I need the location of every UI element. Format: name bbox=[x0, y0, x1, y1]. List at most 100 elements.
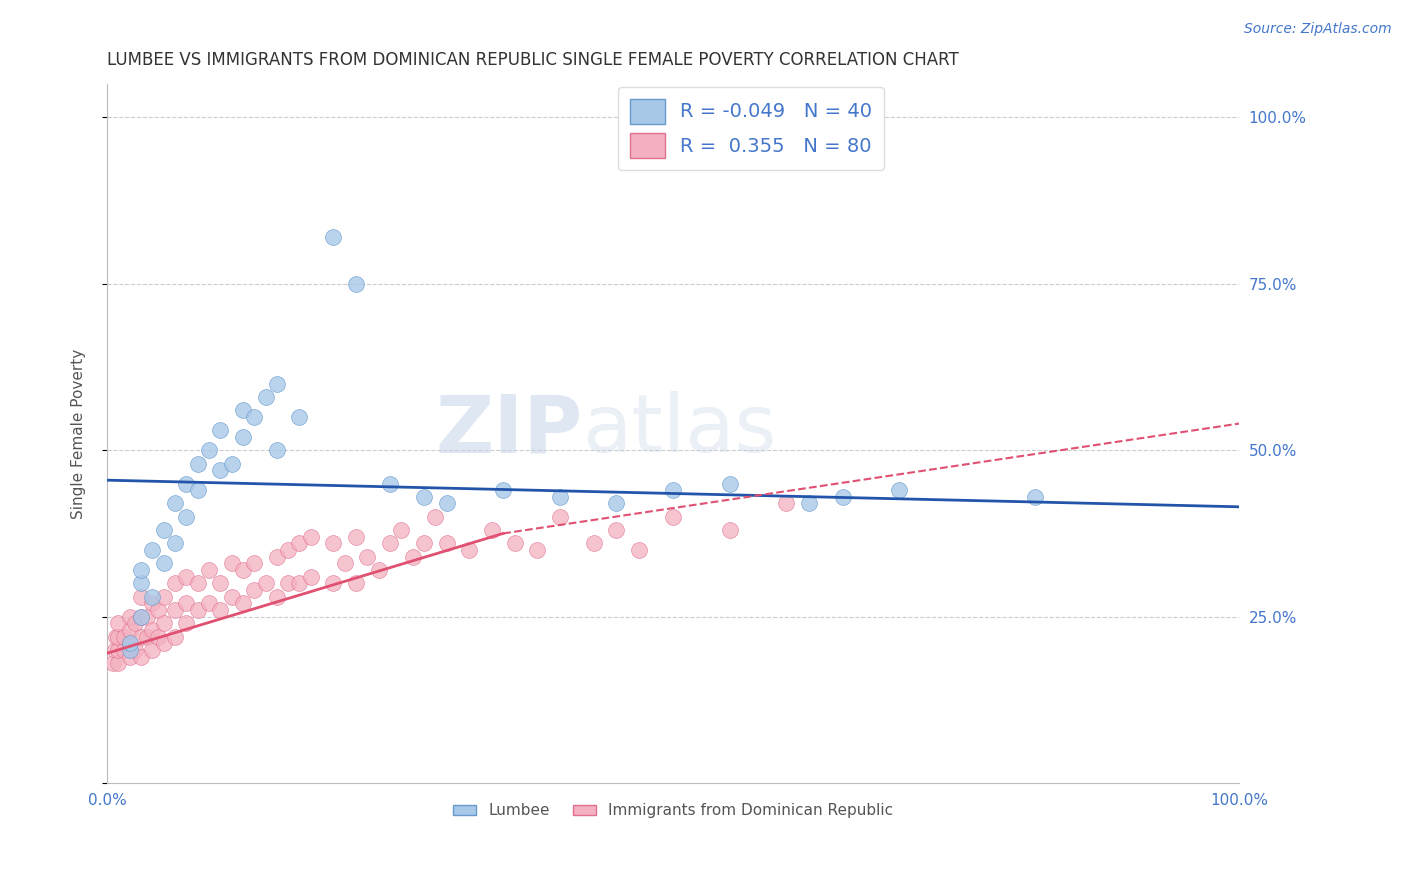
Point bbox=[288, 536, 311, 550]
Point bbox=[129, 649, 152, 664]
Point bbox=[333, 557, 356, 571]
Point bbox=[118, 623, 141, 637]
Point bbox=[135, 609, 157, 624]
Point bbox=[718, 523, 741, 537]
Point bbox=[254, 390, 277, 404]
Point bbox=[107, 657, 129, 671]
Point bbox=[662, 509, 685, 524]
Point bbox=[458, 543, 481, 558]
Point bbox=[232, 563, 254, 577]
Point bbox=[163, 603, 186, 617]
Point bbox=[135, 630, 157, 644]
Point bbox=[413, 490, 436, 504]
Point bbox=[141, 623, 163, 637]
Point bbox=[232, 403, 254, 417]
Point bbox=[299, 530, 322, 544]
Point bbox=[582, 536, 605, 550]
Point bbox=[163, 630, 186, 644]
Point bbox=[129, 630, 152, 644]
Point bbox=[163, 496, 186, 510]
Point bbox=[266, 590, 288, 604]
Point bbox=[105, 630, 128, 644]
Point bbox=[209, 423, 232, 437]
Point bbox=[221, 457, 243, 471]
Point bbox=[277, 543, 299, 558]
Point bbox=[209, 603, 232, 617]
Point bbox=[101, 657, 124, 671]
Point bbox=[288, 409, 311, 424]
Point bbox=[107, 630, 129, 644]
Point bbox=[187, 457, 209, 471]
Point bbox=[152, 616, 174, 631]
Point bbox=[232, 596, 254, 610]
Point bbox=[344, 530, 367, 544]
Point bbox=[344, 277, 367, 291]
Point bbox=[141, 643, 163, 657]
Point bbox=[176, 596, 198, 610]
Point bbox=[378, 476, 401, 491]
Point bbox=[277, 576, 299, 591]
Point bbox=[526, 543, 548, 558]
Point bbox=[129, 576, 152, 591]
Point bbox=[425, 509, 447, 524]
Point bbox=[176, 509, 198, 524]
Point bbox=[187, 603, 209, 617]
Point bbox=[152, 523, 174, 537]
Point bbox=[209, 576, 232, 591]
Text: atlas: atlas bbox=[582, 391, 778, 469]
Point bbox=[152, 557, 174, 571]
Point bbox=[176, 476, 198, 491]
Point bbox=[605, 523, 627, 537]
Point bbox=[118, 649, 141, 664]
Point bbox=[492, 483, 515, 498]
Point bbox=[141, 596, 163, 610]
Point bbox=[266, 376, 288, 391]
Point bbox=[124, 616, 146, 631]
Point bbox=[266, 443, 288, 458]
Point bbox=[288, 576, 311, 591]
Point bbox=[254, 576, 277, 591]
Point bbox=[163, 536, 186, 550]
Point bbox=[187, 576, 209, 591]
Point bbox=[146, 603, 169, 617]
Point bbox=[266, 549, 288, 564]
Point bbox=[124, 643, 146, 657]
Point bbox=[356, 549, 378, 564]
Text: LUMBEE VS IMMIGRANTS FROM DOMINICAN REPUBLIC SINGLE FEMALE POVERTY CORRELATION C: LUMBEE VS IMMIGRANTS FROM DOMINICAN REPU… bbox=[107, 51, 959, 69]
Point bbox=[146, 630, 169, 644]
Point bbox=[344, 576, 367, 591]
Point bbox=[367, 563, 389, 577]
Point bbox=[481, 523, 503, 537]
Point bbox=[129, 590, 152, 604]
Point bbox=[389, 523, 412, 537]
Point bbox=[112, 643, 135, 657]
Point bbox=[198, 443, 221, 458]
Point bbox=[141, 590, 163, 604]
Point bbox=[503, 536, 526, 550]
Point bbox=[605, 496, 627, 510]
Point bbox=[176, 570, 198, 584]
Point bbox=[118, 636, 141, 650]
Point bbox=[243, 409, 266, 424]
Point bbox=[187, 483, 209, 498]
Point bbox=[232, 430, 254, 444]
Point bbox=[118, 636, 141, 650]
Point bbox=[107, 616, 129, 631]
Point bbox=[797, 496, 820, 510]
Text: ZIP: ZIP bbox=[436, 391, 582, 469]
Point bbox=[662, 483, 685, 498]
Point bbox=[141, 543, 163, 558]
Legend: Lumbee, Immigrants from Dominican Republic: Lumbee, Immigrants from Dominican Republ… bbox=[447, 797, 898, 824]
Point bbox=[378, 536, 401, 550]
Point bbox=[107, 643, 129, 657]
Point bbox=[322, 536, 344, 550]
Y-axis label: Single Female Poverty: Single Female Poverty bbox=[72, 349, 86, 519]
Point bbox=[889, 483, 911, 498]
Point bbox=[243, 582, 266, 597]
Point bbox=[198, 596, 221, 610]
Point bbox=[548, 509, 571, 524]
Point bbox=[243, 557, 266, 571]
Point bbox=[129, 609, 152, 624]
Point bbox=[322, 576, 344, 591]
Point bbox=[104, 643, 127, 657]
